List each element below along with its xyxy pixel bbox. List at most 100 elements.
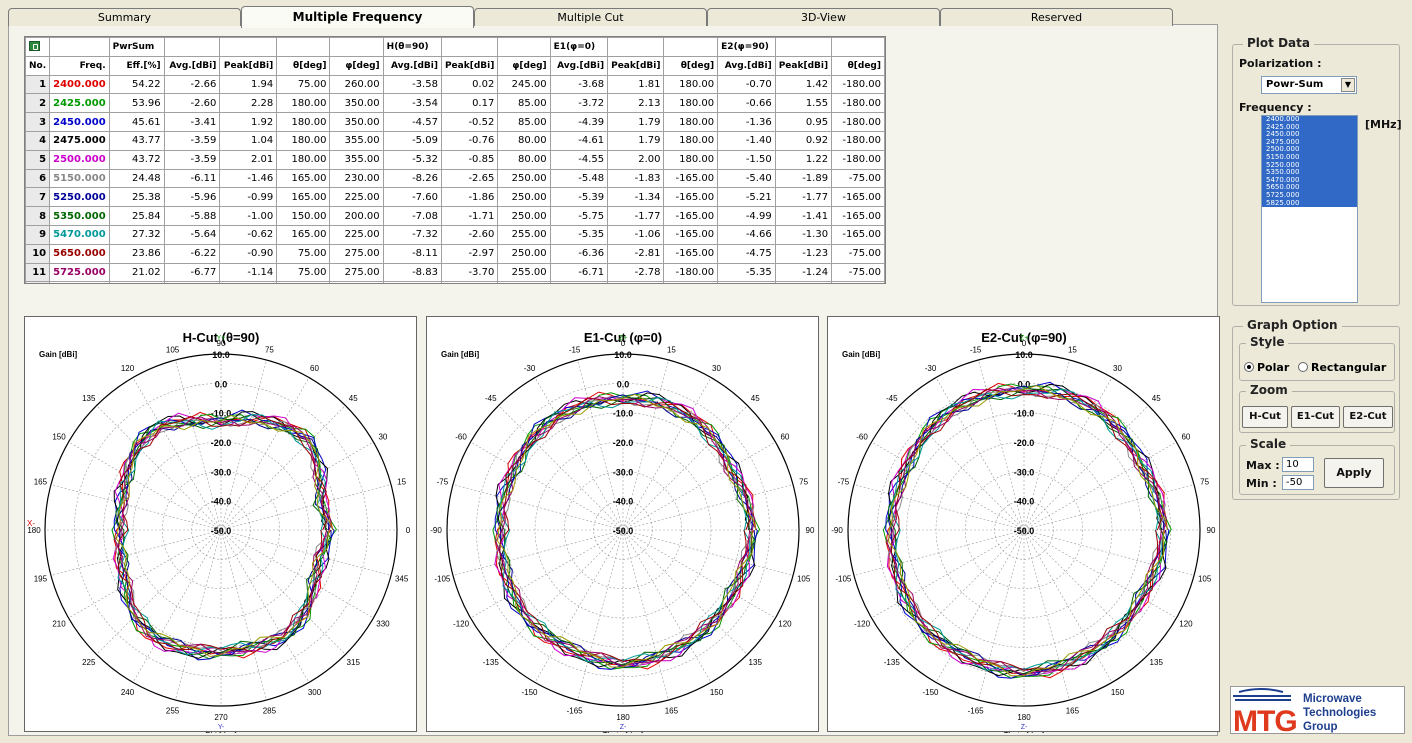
frequency-cell[interactable]: 5825.000 [49, 281, 110, 283]
value-cell[interactable]: 255.00 [497, 281, 551, 283]
value-cell[interactable]: -1.30 [774, 224, 833, 245]
value-cell[interactable]: 85.00 [497, 112, 551, 132]
rectangular-option[interactable]: Rectangular [1298, 361, 1386, 374]
frequency-list[interactable]: 2400.000 2425.000 2450.000 2475.000 2500.000… [1261, 115, 1358, 303]
frequency-cell[interactable]: 2475.000 [49, 130, 110, 151]
value-cell[interactable]: -3.58 [382, 74, 442, 95]
value-cell[interactable]: 1.79 [607, 112, 665, 132]
value-cell[interactable]: -3.68 [549, 74, 609, 95]
value-cell[interactable]: -2.60 [440, 224, 499, 245]
value-cell[interactable]: 43.72 [108, 149, 165, 170]
value-cell[interactable]: -6.22 [163, 243, 221, 264]
row-number[interactable]: 1 [25, 74, 51, 95]
frequency-cell[interactable]: 5470.000 [49, 224, 110, 245]
table-row[interactable]: 6 5150.000 24.48 -6.11 -1.46 165.00 230.00 -8.2… [25, 168, 885, 189]
zoom-e2-cut-button[interactable]: E2-Cut [1343, 406, 1393, 428]
value-cell[interactable]: 27.32 [108, 224, 165, 245]
value-cell[interactable]: -165.00 [663, 168, 719, 189]
column-header[interactable]: Avg.[dBi] [549, 55, 609, 76]
value-cell[interactable]: 180.00 [663, 149, 719, 170]
polar-option[interactable]: Polar [1244, 361, 1289, 374]
excel-export-cell[interactable] [25, 37, 51, 57]
frequency-cell[interactable]: 5350.000 [49, 206, 110, 226]
frequency-cell[interactable]: 2400.000 [49, 74, 110, 95]
value-cell[interactable]: -7.32 [382, 224, 442, 245]
value-cell[interactable]: 45.61 [108, 112, 165, 132]
value-cell[interactable]: -0.62 [219, 224, 278, 245]
value-cell[interactable]: -165.00 [831, 187, 885, 208]
value-cell[interactable]: 165.00 [276, 187, 331, 208]
frequency-cell[interactable]: 5650.000 [49, 243, 110, 264]
row-number[interactable]: 12 [25, 281, 51, 283]
row-number[interactable]: 4 [25, 130, 51, 151]
frequency-list-item[interactable]: 5350.000 [1262, 169, 1357, 177]
column-header[interactable]: Avg.[dBi] [163, 55, 221, 76]
value-cell[interactable]: -180.00 [831, 74, 885, 95]
value-cell[interactable]: -165.00 [663, 187, 719, 208]
max-input[interactable]: 10 [1282, 457, 1314, 472]
frequency-list-item[interactable]: 5650.000 [1262, 184, 1357, 192]
value-cell[interactable]: -1.40 [717, 130, 776, 151]
value-cell[interactable]: -75.00 [831, 243, 885, 264]
value-cell[interactable]: -75.00 [831, 281, 885, 283]
value-cell[interactable]: -165.00 [831, 224, 885, 245]
polar-radio[interactable] [1244, 362, 1254, 372]
frequency-list-item[interactable]: 2500.000 [1262, 146, 1357, 154]
tab-reserved[interactable]: Reserved [940, 8, 1173, 26]
row-number[interactable]: 11 [25, 262, 51, 283]
value-cell[interactable]: -1.41 [774, 206, 833, 226]
plot-h-cut[interactable]: H-Cut (θ=90) Gain [dBi] 0 15 30 45 60 75 90 105 12… [24, 316, 417, 733]
value-cell[interactable]: -7.60 [382, 187, 442, 208]
value-cell[interactable]: 2.28 [219, 93, 278, 114]
value-cell[interactable]: -0.90 [219, 243, 278, 264]
value-cell[interactable]: 25.84 [108, 206, 165, 226]
value-cell[interactable]: 75.00 [276, 74, 331, 95]
value-cell[interactable]: 250.00 [497, 206, 551, 226]
value-cell[interactable]: -75.00 [831, 262, 885, 283]
table-row[interactable]: 8 5350.000 25.84 -5.88 -1.00 150.00 200.00 -7.0… [25, 206, 885, 226]
value-cell[interactable]: -1.34 [607, 187, 665, 208]
value-cell[interactable]: 53.96 [108, 93, 165, 114]
value-cell[interactable]: 180.00 [663, 130, 719, 151]
value-cell[interactable]: -0.76 [440, 130, 499, 151]
value-cell[interactable]: 240.00 [329, 281, 384, 283]
value-cell[interactable]: -180.00 [663, 281, 719, 283]
row-number[interactable]: 7 [25, 187, 51, 208]
value-cell[interactable]: 260.00 [329, 74, 384, 95]
value-cell[interactable]: -8.26 [382, 168, 442, 189]
value-cell[interactable]: -180.00 [831, 112, 885, 132]
frequency-list-item[interactable]: 5250.000 [1262, 161, 1357, 170]
row-number[interactable]: 3 [25, 112, 51, 132]
frequency-cell[interactable]: 5150.000 [49, 168, 110, 189]
row-number[interactable]: 8 [25, 206, 51, 226]
value-cell[interactable]: -6.52 [163, 281, 221, 283]
value-cell[interactable]: 135.00 [276, 281, 331, 283]
value-cell[interactable]: -6.11 [163, 168, 221, 189]
value-cell[interactable]: -165.00 [663, 206, 719, 226]
value-cell[interactable]: -180.00 [831, 130, 885, 151]
table-row[interactable]: 7 5250.000 25.38 -5.96 -0.99 165.00 225.00 -7.6… [25, 187, 885, 208]
value-cell[interactable]: 180.00 [276, 149, 331, 170]
value-cell[interactable]: -2.97 [440, 243, 499, 264]
value-cell[interactable]: 350.00 [329, 112, 384, 132]
value-cell[interactable]: -0.70 [717, 74, 776, 95]
value-cell[interactable]: -1.73 [607, 281, 665, 283]
excel-icon[interactable] [29, 41, 40, 52]
value-cell[interactable]: 0.17 [440, 93, 499, 114]
value-cell[interactable]: 75.00 [276, 262, 331, 283]
row-number[interactable]: 10 [25, 243, 51, 264]
value-cell[interactable]: -6.19 [549, 281, 609, 283]
value-cell[interactable]: 355.00 [329, 130, 384, 151]
column-header[interactable]: Freq. [49, 55, 110, 76]
value-cell[interactable]: -1.77 [607, 206, 665, 226]
value-cell[interactable]: -165.00 [663, 243, 719, 264]
frequency-list-item[interactable]: 2450.000 [1262, 131, 1357, 139]
value-cell[interactable]: 21.02 [108, 262, 165, 283]
table-row[interactable]: 10 5650.000 23.86 -6.22 -0.90 75.00 275.00 -8.1… [25, 243, 885, 264]
value-cell[interactable]: -5.39 [549, 187, 609, 208]
value-cell[interactable]: -1.31 [219, 281, 278, 283]
column-header[interactable]: θ[deg] [663, 55, 719, 76]
row-number[interactable]: 6 [25, 168, 51, 189]
value-cell[interactable]: -4.39 [549, 112, 609, 132]
value-cell[interactable]: 0.95 [774, 112, 833, 132]
